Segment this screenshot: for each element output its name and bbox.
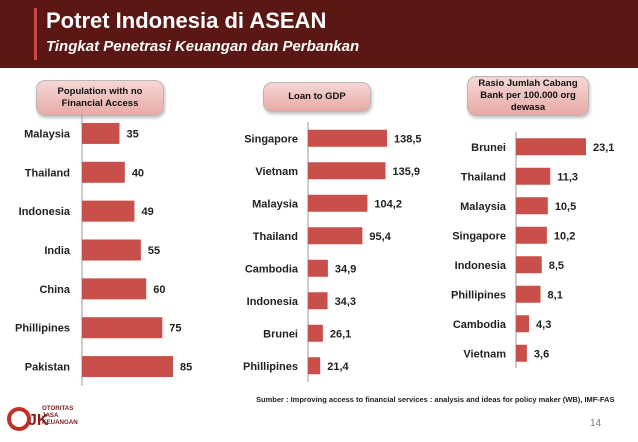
chart-3-value-label: 3,6 — [534, 348, 549, 360]
chart-2-value-label: 21,4 — [327, 361, 349, 373]
svg-text:JK: JK — [28, 412, 49, 429]
title-accent-line — [34, 8, 37, 60]
chart-2-title: Loan to GDP — [263, 82, 371, 112]
ojk-logo: JK — [7, 407, 49, 431]
chart-3-category-label: Thailand — [461, 171, 506, 183]
chart-2-value-label: 26,1 — [330, 328, 351, 340]
ojk-logo-text: OTORITAS JASA KEUANGAN — [42, 405, 78, 426]
chart-1-value-label: 60 — [153, 284, 165, 296]
chart-3-bar — [516, 138, 586, 156]
chart-2-bar — [308, 194, 368, 212]
chart-2-category-label: Brunei — [263, 328, 298, 340]
chart-2-bar — [308, 129, 387, 147]
chart-1-bar — [82, 161, 125, 183]
chart-2-value-label: 34,9 — [335, 263, 356, 275]
chart-1-bar — [82, 200, 135, 222]
page-number: 14 — [590, 418, 602, 429]
chart-2-value-label: 138,5 — [394, 133, 422, 145]
chart-3-bar — [516, 167, 551, 185]
chart-2-category-label: Cambodia — [245, 263, 299, 275]
chart-1-value-label: 55 — [148, 245, 160, 257]
chart-1-value-label: 40 — [132, 167, 144, 179]
chart-1-bar — [82, 317, 163, 339]
chart-1-bar — [82, 278, 147, 300]
chart-2-category-label: Malaysia — [252, 198, 299, 210]
chart-3-category-label: Malaysia — [460, 201, 507, 213]
chart-1-value-label: 35 — [126, 128, 138, 140]
chart-3-bar — [516, 285, 541, 303]
chart-3-category-label: Phillipines — [451, 289, 506, 301]
chart-1-title: Population with no Financial Access — [36, 80, 164, 116]
page-subtitle: Tingkat Penetrasi Keuangan dan Perbankan — [46, 38, 360, 55]
chart-1-category-label: China — [39, 284, 70, 296]
chart-2-bar — [308, 292, 328, 310]
chart-1-value-label: 75 — [169, 323, 181, 335]
chart-3-bar — [516, 197, 548, 215]
chart-2-bar — [308, 259, 328, 277]
chart-3-category-label: Brunei — [471, 142, 506, 154]
chart-2-category-label: Singapore — [244, 133, 298, 145]
chart-2-category-label: Indonesia — [247, 296, 299, 308]
chart-3-value-label: 11,3 — [557, 171, 578, 183]
chart-1-bar — [82, 356, 173, 378]
chart-2-category-label: Phillipines — [243, 361, 298, 373]
chart-1-bar — [82, 239, 141, 261]
chart-3-value-label: 8,1 — [548, 289, 563, 301]
chart-3-value-label: 10,2 — [554, 230, 575, 242]
chart-3-category-label: Cambodia — [453, 319, 507, 331]
chart-2-value-label: 135,9 — [393, 166, 421, 178]
chart-3-value-label: 8,5 — [549, 260, 564, 272]
chart-3-bar — [516, 256, 542, 274]
chart-2-bar — [308, 357, 321, 375]
chart-1-value-label: 85 — [180, 362, 192, 374]
chart-1-bar — [82, 122, 120, 144]
chart-3-value-label: 4,3 — [536, 319, 551, 331]
chart-2-category-label: Thailand — [253, 231, 298, 243]
title-banner: Potret Indonesia di ASEAN Tingkat Penetr… — [0, 0, 638, 68]
chart-3-category-label: Singapore — [452, 230, 506, 242]
chart-3-category-label: Indonesia — [455, 260, 507, 272]
chart-2-bar — [308, 227, 363, 245]
chart-2-bar — [308, 324, 323, 342]
chart-2-value-label: 95,4 — [369, 231, 391, 243]
chart-1-category-label: Malaysia — [24, 128, 71, 140]
chart-3-bar — [516, 315, 530, 333]
chart-3-bar — [516, 344, 527, 362]
chart-3-title: Rasio Jumlah Cabang Bank per 100.000 org… — [467, 76, 589, 116]
chart-1-category-label: India — [44, 245, 71, 257]
chart-3-value-label: 23,1 — [593, 142, 614, 154]
chart-2-value-label: 34,3 — [335, 296, 356, 308]
chart-1-category-label: Thailand — [25, 167, 70, 179]
chart-1-category-label: Pakistan — [25, 362, 71, 374]
chart-3-value-label: 10,5 — [555, 201, 576, 213]
chart-1-category-label: Phillipines — [15, 323, 70, 335]
logo-text-line: OTORITAS — [42, 405, 74, 412]
page-title: Potret Indonesia di ASEAN — [46, 8, 327, 33]
chart-1-category-label: Indonesia — [19, 206, 71, 218]
chart-2-category-label: Vietnam — [255, 166, 298, 178]
chart-2-value-label: 104,2 — [374, 198, 402, 210]
source-note: Sumber : Improving access to financial s… — [256, 395, 615, 404]
logo-text-line: JASA — [42, 412, 59, 420]
chart-3-bar — [516, 226, 547, 244]
chart-2-bar — [308, 162, 386, 180]
chart-3-category-label: Vietnam — [463, 348, 506, 360]
logo-text-line: KEUANGAN — [42, 419, 78, 427]
chart-1-value-label: 49 — [141, 206, 153, 218]
